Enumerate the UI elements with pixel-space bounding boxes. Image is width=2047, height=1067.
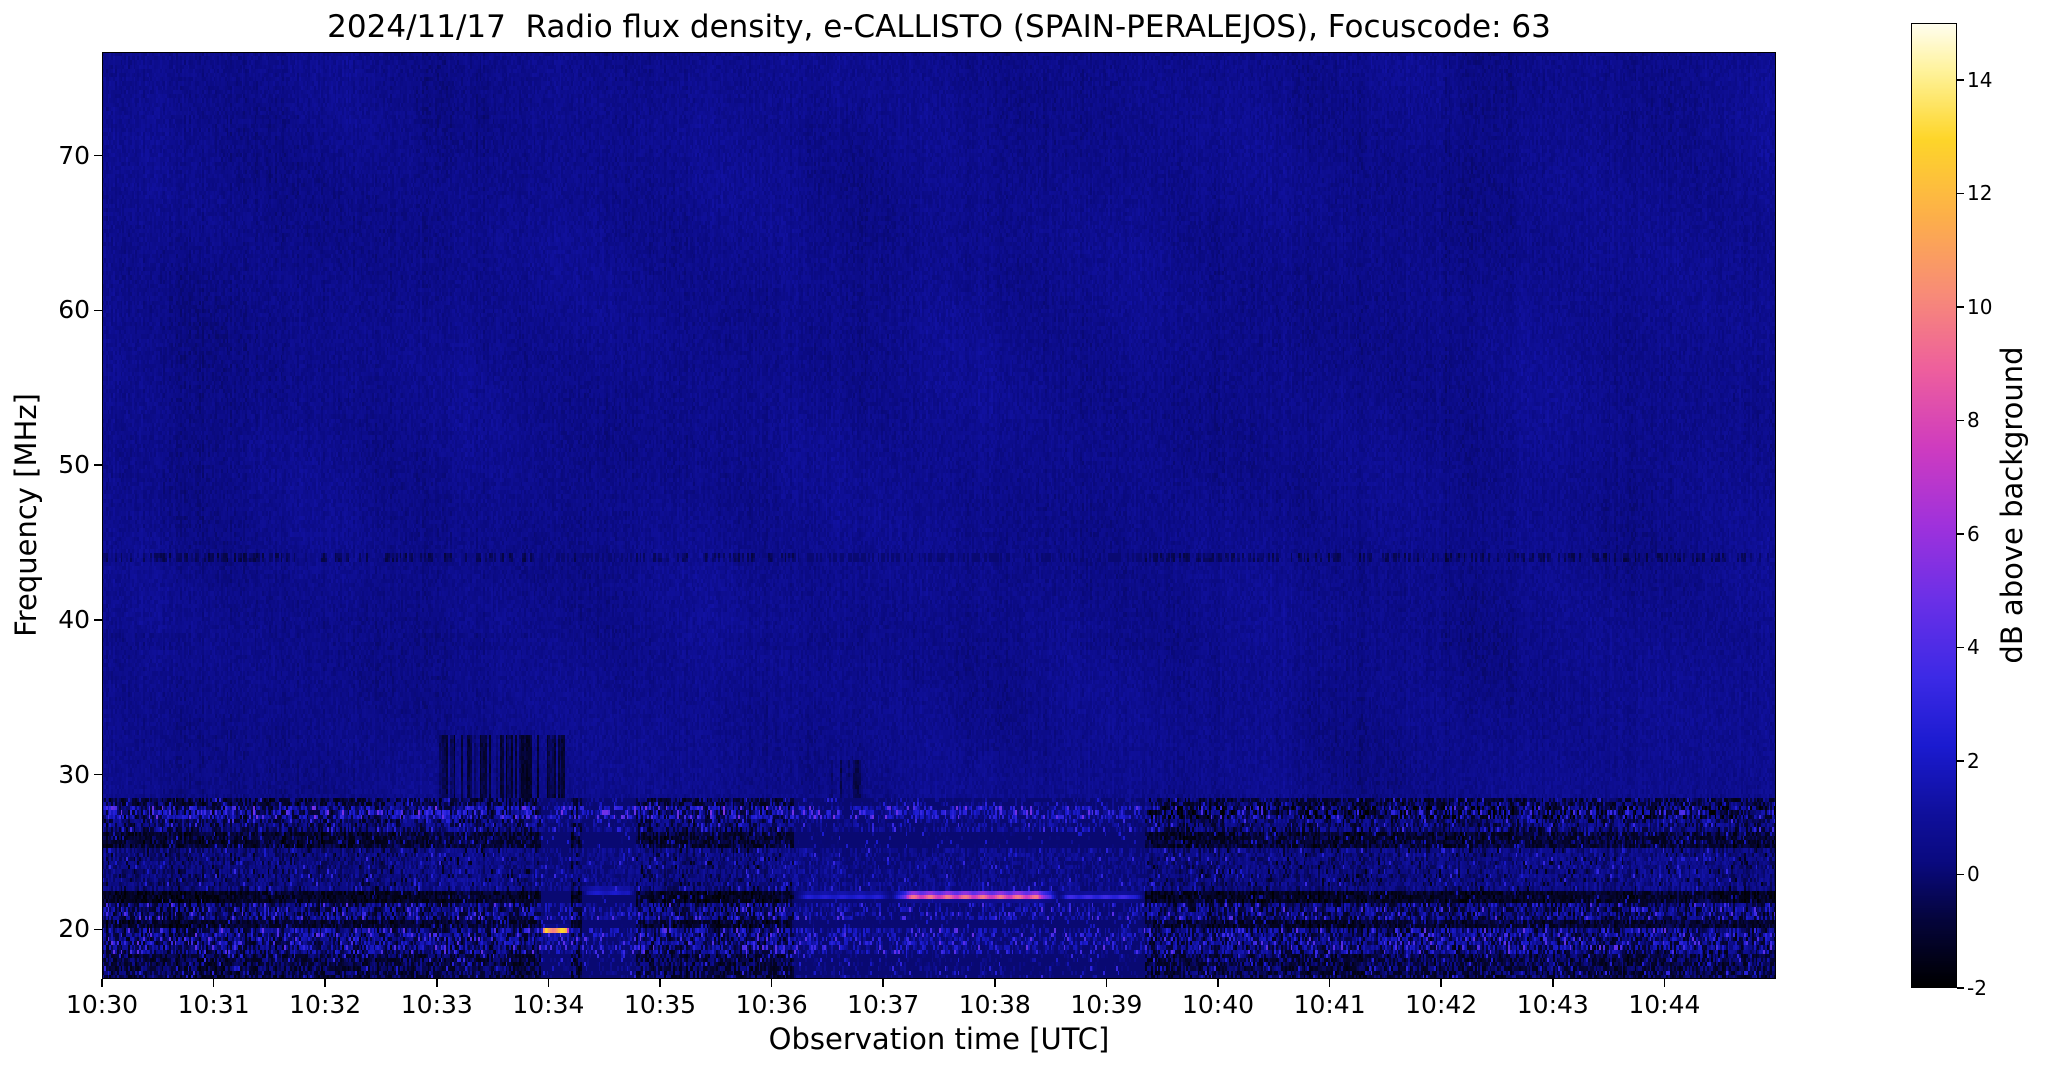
y-tick-mark xyxy=(94,464,102,466)
spectrogram-heatmap xyxy=(102,52,1776,979)
y-tick-mark xyxy=(94,154,102,157)
y-tick-label: 60 xyxy=(58,295,90,325)
x-tick-mark xyxy=(770,979,773,987)
y-tick-label: 20 xyxy=(58,914,90,944)
x-tick-mark xyxy=(101,979,103,987)
colorbar-tick-label: -2 xyxy=(1967,976,1987,1000)
x-tick-mark xyxy=(436,979,438,987)
x-tick-label: 10:39 xyxy=(1070,990,1143,1019)
colorbar-gradient xyxy=(1911,23,1957,988)
x-tick-label: 10:38 xyxy=(958,990,1031,1019)
colorbar-tick-mark xyxy=(1957,987,1964,989)
colorbar-tick-label: 14 xyxy=(1967,67,1993,92)
x-tick-label: 10:37 xyxy=(847,990,920,1019)
y-axis-label: Frequency [MHz] xyxy=(9,393,43,637)
x-tick-label: 10:32 xyxy=(289,990,362,1019)
colorbar-tick-mark xyxy=(1957,419,1964,422)
colorbar-tick-mark xyxy=(1957,646,1964,649)
x-tick-mark xyxy=(1328,979,1331,987)
x-tick-mark xyxy=(1552,979,1554,987)
y-tick-mark xyxy=(94,928,102,931)
x-tick-mark xyxy=(659,979,661,987)
x-tick-label: 10:43 xyxy=(1516,990,1589,1019)
colorbar-label: dB above background xyxy=(1995,346,2029,664)
colorbar-tick-label: 4 xyxy=(1967,635,1980,660)
x-tick-label: 10:33 xyxy=(400,990,473,1019)
x-tick-label: 10:42 xyxy=(1405,990,1478,1019)
x-tick-label: 10:34 xyxy=(512,990,585,1019)
colorbar-tick-label: 6 xyxy=(1967,521,1980,546)
x-tick-mark xyxy=(547,979,550,987)
x-tick-mark xyxy=(1440,979,1442,987)
x-tick-mark xyxy=(324,979,326,987)
colorbar-tick-label: 2 xyxy=(1967,748,1980,773)
colorbar-tick-label: 10 xyxy=(1967,294,1993,319)
colorbar-tick-mark xyxy=(1957,79,1964,81)
colorbar-tick-label: 12 xyxy=(1967,181,1993,206)
colorbar-tick-label: 8 xyxy=(1967,408,1980,433)
x-tick-label: 10:40 xyxy=(1181,990,1255,1019)
y-tick-label: 70 xyxy=(58,140,90,170)
x-tick-label: 10:36 xyxy=(735,990,808,1019)
colorbar-tick-label: 0 xyxy=(1967,862,1980,887)
y-tick-mark xyxy=(94,773,102,776)
y-tick-mark xyxy=(94,619,102,621)
x-tick-label: 10:31 xyxy=(177,990,250,1019)
colorbar-tick-mark xyxy=(1957,533,1964,535)
x-tick-mark xyxy=(1663,979,1666,987)
x-tick-label: 10:30 xyxy=(65,990,139,1019)
colorbar-tick-mark xyxy=(1957,192,1964,195)
x-tick-mark xyxy=(1105,979,1108,987)
x-tick-mark xyxy=(1217,979,1219,987)
x-tick-mark xyxy=(994,979,996,987)
x-tick-label: 10:41 xyxy=(1293,990,1366,1019)
colorbar-tick-mark xyxy=(1957,760,1964,762)
colorbar-tick-mark xyxy=(1957,306,1964,308)
x-tick-label: 10:35 xyxy=(623,990,697,1019)
y-tick-mark xyxy=(94,309,102,312)
chart-title: 2024/11/17 Radio flux density, e-CALLIST… xyxy=(327,9,1551,45)
x-tick-mark xyxy=(882,979,884,987)
x-tick-mark xyxy=(212,979,215,987)
y-tick-label: 50 xyxy=(58,450,90,480)
x-axis-label: Observation time [UTC] xyxy=(768,1022,1110,1056)
x-tick-label: 10:44 xyxy=(1628,990,1701,1019)
y-tick-label: 40 xyxy=(58,604,90,634)
colorbar-tick-mark xyxy=(1957,873,1964,876)
y-tick-label: 30 xyxy=(58,759,90,789)
